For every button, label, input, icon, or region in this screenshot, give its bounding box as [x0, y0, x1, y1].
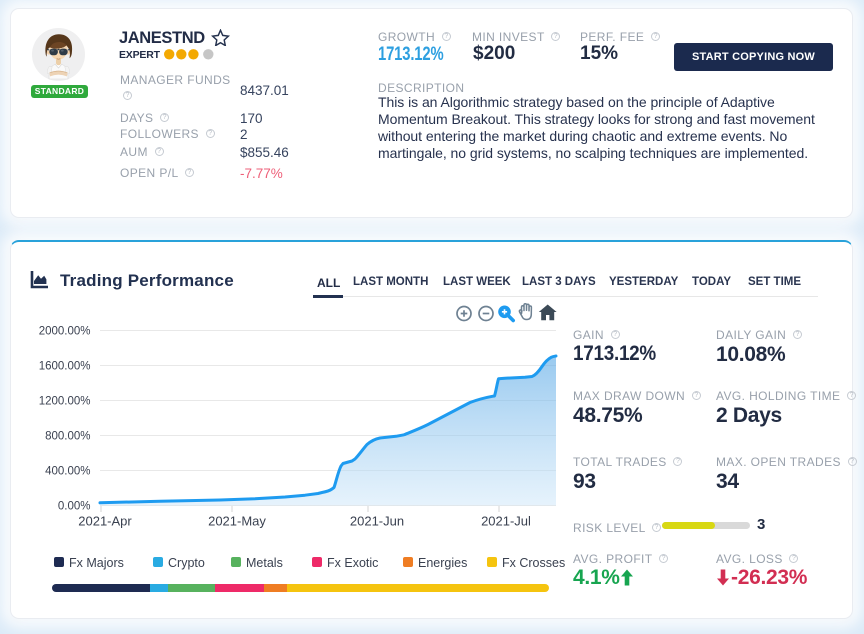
svg-text:2021-May: 2021-May: [208, 514, 266, 529]
svg-text:800.00%: 800.00%: [45, 431, 90, 443]
svg-text:2021-Jun: 2021-Jun: [350, 514, 404, 529]
svg-text:1200.00%: 1200.00%: [39, 396, 91, 408]
svg-text:400.00%: 400.00%: [45, 466, 90, 478]
svg-text:2021-Jul: 2021-Jul: [481, 514, 531, 529]
svg-text:2000.00%: 2000.00%: [39, 326, 91, 338]
svg-text:0.00%: 0.00%: [58, 501, 91, 513]
svg-text:1600.00%: 1600.00%: [39, 361, 91, 373]
svg-text:2021-Apr: 2021-Apr: [78, 514, 132, 529]
